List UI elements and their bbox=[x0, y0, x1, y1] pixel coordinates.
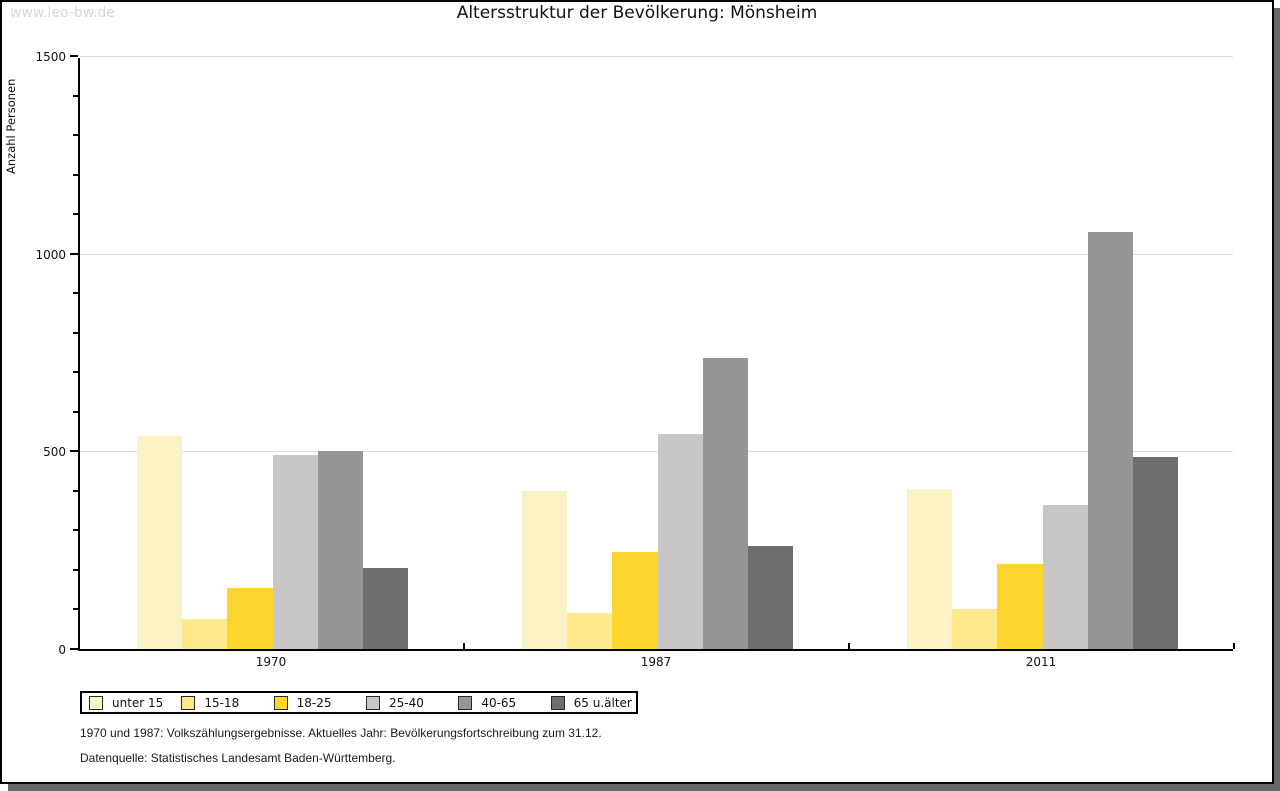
legend-item: 40-65 bbox=[451, 695, 543, 710]
y-axis-minor-tick bbox=[73, 411, 78, 413]
y-axis-minor-tick bbox=[73, 371, 78, 373]
y-axis-minor-tick bbox=[73, 174, 78, 176]
bar-1970-unter-15 bbox=[137, 436, 182, 649]
x-category-label: 1970 bbox=[255, 655, 287, 669]
legend-label: unter 15 bbox=[112, 695, 164, 710]
legend-item: unter 15 bbox=[82, 695, 174, 710]
legend-swatch-icon bbox=[181, 695, 196, 710]
bar-1970-40-65 bbox=[318, 451, 363, 649]
gridline-1500 bbox=[80, 56, 1233, 57]
legend-label: 25-40 bbox=[388, 695, 424, 710]
legend-item: 15-18 bbox=[174, 695, 266, 710]
x-axis-tick bbox=[848, 643, 850, 649]
y-axis-major-tick bbox=[70, 253, 78, 255]
legend-swatch-icon bbox=[550, 695, 565, 710]
y-axis-minor-tick bbox=[73, 213, 78, 215]
x-axis-tick bbox=[463, 643, 465, 649]
legend-item: 65 u.älter bbox=[544, 695, 636, 710]
bar-2011-unter-15 bbox=[907, 489, 952, 649]
y-tick-label: 500 bbox=[43, 445, 66, 459]
page-shadow-bottom bbox=[8, 784, 1280, 791]
bar-1987-unter-15 bbox=[522, 491, 567, 649]
bar-1970-25-40 bbox=[273, 455, 318, 649]
y-axis-minor-tick bbox=[73, 292, 78, 294]
x-axis-tick bbox=[1233, 643, 1235, 649]
gridline-1000 bbox=[80, 254, 1233, 255]
bar-1987-40-65 bbox=[703, 358, 748, 649]
bar-1987-15-18 bbox=[567, 613, 612, 649]
bar-2011-18-25 bbox=[997, 564, 1043, 649]
chart-title: Altersstruktur der Bevölkerung: Mönsheim bbox=[456, 3, 818, 23]
y-axis-minor-tick bbox=[73, 332, 78, 334]
bar-1987-65-u.älter bbox=[748, 546, 793, 649]
bar-2011-40-65 bbox=[1088, 232, 1133, 649]
y-axis-minor-tick bbox=[73, 134, 78, 136]
y-axis-minor-tick bbox=[73, 95, 78, 97]
x-category-label: 1987 bbox=[640, 655, 672, 669]
legend-label: 40-65 bbox=[481, 695, 517, 710]
gridline-500 bbox=[80, 451, 1233, 452]
bar-1987-25-40 bbox=[658, 434, 703, 649]
y-tick-label: 1500 bbox=[35, 50, 66, 64]
watermark: www.leo-bw.de bbox=[10, 5, 115, 21]
y-axis-minor-tick bbox=[73, 569, 78, 571]
y-axis-minor-tick bbox=[73, 529, 78, 531]
legend-swatch-icon bbox=[365, 695, 380, 710]
legend-label: 65 u.älter bbox=[573, 695, 632, 710]
footnote-line-1: 1970 und 1987: Volkszählungsergebnisse. … bbox=[80, 726, 602, 740]
bar-1987-18-25 bbox=[612, 552, 658, 649]
y-axis-major-tick bbox=[70, 648, 78, 650]
bar-2011-15-18 bbox=[952, 609, 997, 649]
legend-item: 18-25 bbox=[267, 695, 359, 710]
bar-1970-15-18 bbox=[182, 619, 227, 649]
legend-label: 18-25 bbox=[296, 695, 332, 710]
page-shadow-right bbox=[1274, 8, 1280, 791]
legend-swatch-icon bbox=[89, 695, 103, 710]
y-tick-label: 1000 bbox=[35, 248, 66, 262]
bar-2011-65-u.älter bbox=[1133, 457, 1178, 649]
y-axis-minor-tick bbox=[73, 490, 78, 492]
x-category-label: 2011 bbox=[1025, 655, 1057, 669]
footnote-line-2: Datenquelle: Statistisches Landesamt Bad… bbox=[80, 751, 396, 765]
y-axis-major-tick bbox=[70, 55, 78, 57]
legend-label: 15-18 bbox=[204, 695, 240, 710]
legend-swatch-icon bbox=[273, 695, 288, 710]
y-axis-label: Anzahl Personen bbox=[4, 78, 18, 174]
y-tick-label: 0 bbox=[58, 643, 66, 657]
y-axis-major-tick bbox=[70, 450, 78, 452]
legend-swatch-icon bbox=[458, 695, 473, 710]
plot-area bbox=[70, 55, 1235, 651]
bar-1970-65-u.älter bbox=[363, 568, 408, 649]
y-axis-minor-tick bbox=[73, 608, 78, 610]
bar-1970-18-25 bbox=[227, 588, 273, 649]
legend: unter 15 15-18 18-25 25-40 40-65 65 u.älter bbox=[80, 691, 638, 714]
legend-item: 25-40 bbox=[359, 695, 451, 710]
bar-2011-25-40 bbox=[1043, 505, 1088, 649]
